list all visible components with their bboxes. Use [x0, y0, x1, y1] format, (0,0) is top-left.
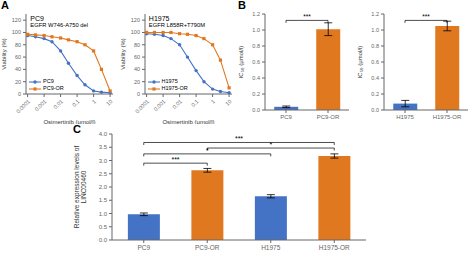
svg-text:0.4: 0.4 [371, 75, 379, 81]
svg-text:Osimertinib (μmol/l): Osimertinib (μmol/l) [162, 119, 214, 124]
svg-text:0.1: 0.1 [71, 98, 81, 108]
svg-text:0.001: 0.001 [152, 98, 166, 112]
svg-text:***: *** [303, 13, 311, 20]
html-text:B: B [238, 0, 246, 11]
svg-text:2.5: 2.5 [99, 171, 108, 177]
svg-text:PC9-OR: PC9-OR [317, 114, 340, 120]
svg-text:1.5: 1.5 [99, 197, 108, 203]
svg-text:20: 20 [133, 79, 139, 85]
svg-text:0: 0 [136, 91, 139, 97]
html-text:H1975: H1975 [148, 15, 170, 22]
svg-text:PC9: PC9 [280, 114, 292, 120]
svg-text:***: *** [235, 135, 243, 142]
html-text:EGFR W746-A750 del: EGFR W746-A750 del [30, 22, 88, 28]
svg-text:0.001: 0.001 [34, 98, 48, 112]
svg-text:3.5: 3.5 [99, 144, 108, 150]
svg-text:80: 80 [15, 42, 21, 48]
svg-text:Relative expression levels ofL: Relative expression levels ofLINC00460 [73, 146, 87, 229]
svg-text:0.0001: 0.0001 [15, 98, 31, 114]
svg-text:0.8: 0.8 [371, 43, 379, 49]
svg-text:0.01: 0.01 [52, 98, 64, 110]
html-text:PC9-OR: PC9-OR [43, 84, 64, 91]
svg-text:1.2: 1.2 [371, 11, 379, 17]
svg-text:*: * [206, 147, 209, 154]
svg-text:H1975: H1975 [261, 244, 281, 251]
svg-text:1: 1 [209, 98, 215, 104]
svg-text:0.6: 0.6 [371, 59, 379, 65]
svg-text:0.4: 0.4 [252, 75, 260, 81]
svg-text:1.0: 1.0 [99, 211, 108, 217]
html-text:A: A [1, 0, 9, 11]
svg-text:60: 60 [15, 54, 21, 60]
svg-text:3.0: 3.0 [99, 158, 108, 164]
svg-text:10: 10 [223, 98, 232, 107]
svg-text:120: 120 [12, 17, 21, 23]
svg-text:0.8: 0.8 [252, 43, 260, 49]
svg-text:1: 1 [91, 98, 97, 104]
svg-text:***: *** [171, 156, 179, 163]
svg-text:2.0: 2.0 [99, 184, 108, 190]
svg-text:Viability (%): Viability (%) [120, 38, 126, 70]
svg-text:120: 120 [130, 17, 139, 23]
html-text:EGFR L858R+T790M: EGFR L858R+T790M [148, 22, 206, 28]
svg-text:0.5: 0.5 [99, 224, 108, 230]
svg-text:0.0: 0.0 [371, 107, 379, 113]
svg-text:20: 20 [15, 79, 21, 85]
svg-text:*: * [269, 141, 272, 148]
html-text:H1975-OR: H1975-OR [161, 84, 188, 91]
svg-text:0.2: 0.2 [252, 91, 260, 97]
svg-text:100: 100 [130, 29, 139, 35]
svg-text:H1975-OR: H1975-OR [319, 244, 350, 251]
svg-text:0.1: 0.1 [189, 98, 199, 108]
svg-text:PC9-OR: PC9-OR [195, 244, 220, 251]
html-text:H1975: H1975 [161, 77, 178, 84]
svg-text:PC9: PC9 [137, 244, 150, 251]
html-text:C: C [73, 123, 81, 135]
html-text:PC9: PC9 [30, 15, 44, 22]
svg-text:0.2: 0.2 [371, 91, 379, 97]
svg-text:10: 10 [105, 98, 114, 107]
svg-text:0.01: 0.01 [171, 98, 183, 110]
svg-text:100: 100 [12, 29, 21, 35]
svg-text:0.0: 0.0 [99, 237, 108, 243]
svg-text:4.0: 4.0 [99, 131, 108, 137]
svg-text:IC₅₀ (μmol/l): IC₅₀ (μmol/l) [357, 46, 363, 79]
svg-text:1.0: 1.0 [252, 27, 260, 33]
svg-text:***: *** [422, 13, 430, 20]
svg-text:1.0: 1.0 [371, 27, 379, 33]
svg-text:0.6: 0.6 [252, 59, 260, 65]
svg-text:1.2: 1.2 [252, 11, 260, 17]
svg-text:Osimertinib (μmol/l): Osimertinib (μmol/l) [43, 119, 95, 124]
svg-text:0: 0 [18, 91, 21, 97]
svg-text:40: 40 [15, 66, 21, 72]
svg-text:0.0001: 0.0001 [133, 98, 149, 114]
svg-text:80: 80 [133, 42, 139, 48]
html-text:PC9: PC9 [43, 77, 54, 84]
svg-text:IC₅₀ (μmol/l): IC₅₀ (μmol/l) [238, 46, 244, 79]
svg-text:H1975-OR: H1975-OR [432, 114, 461, 120]
svg-text:40: 40 [133, 66, 139, 72]
svg-text:H1975: H1975 [396, 114, 414, 120]
svg-text:0.0: 0.0 [252, 107, 260, 113]
svg-text:60: 60 [133, 54, 139, 60]
